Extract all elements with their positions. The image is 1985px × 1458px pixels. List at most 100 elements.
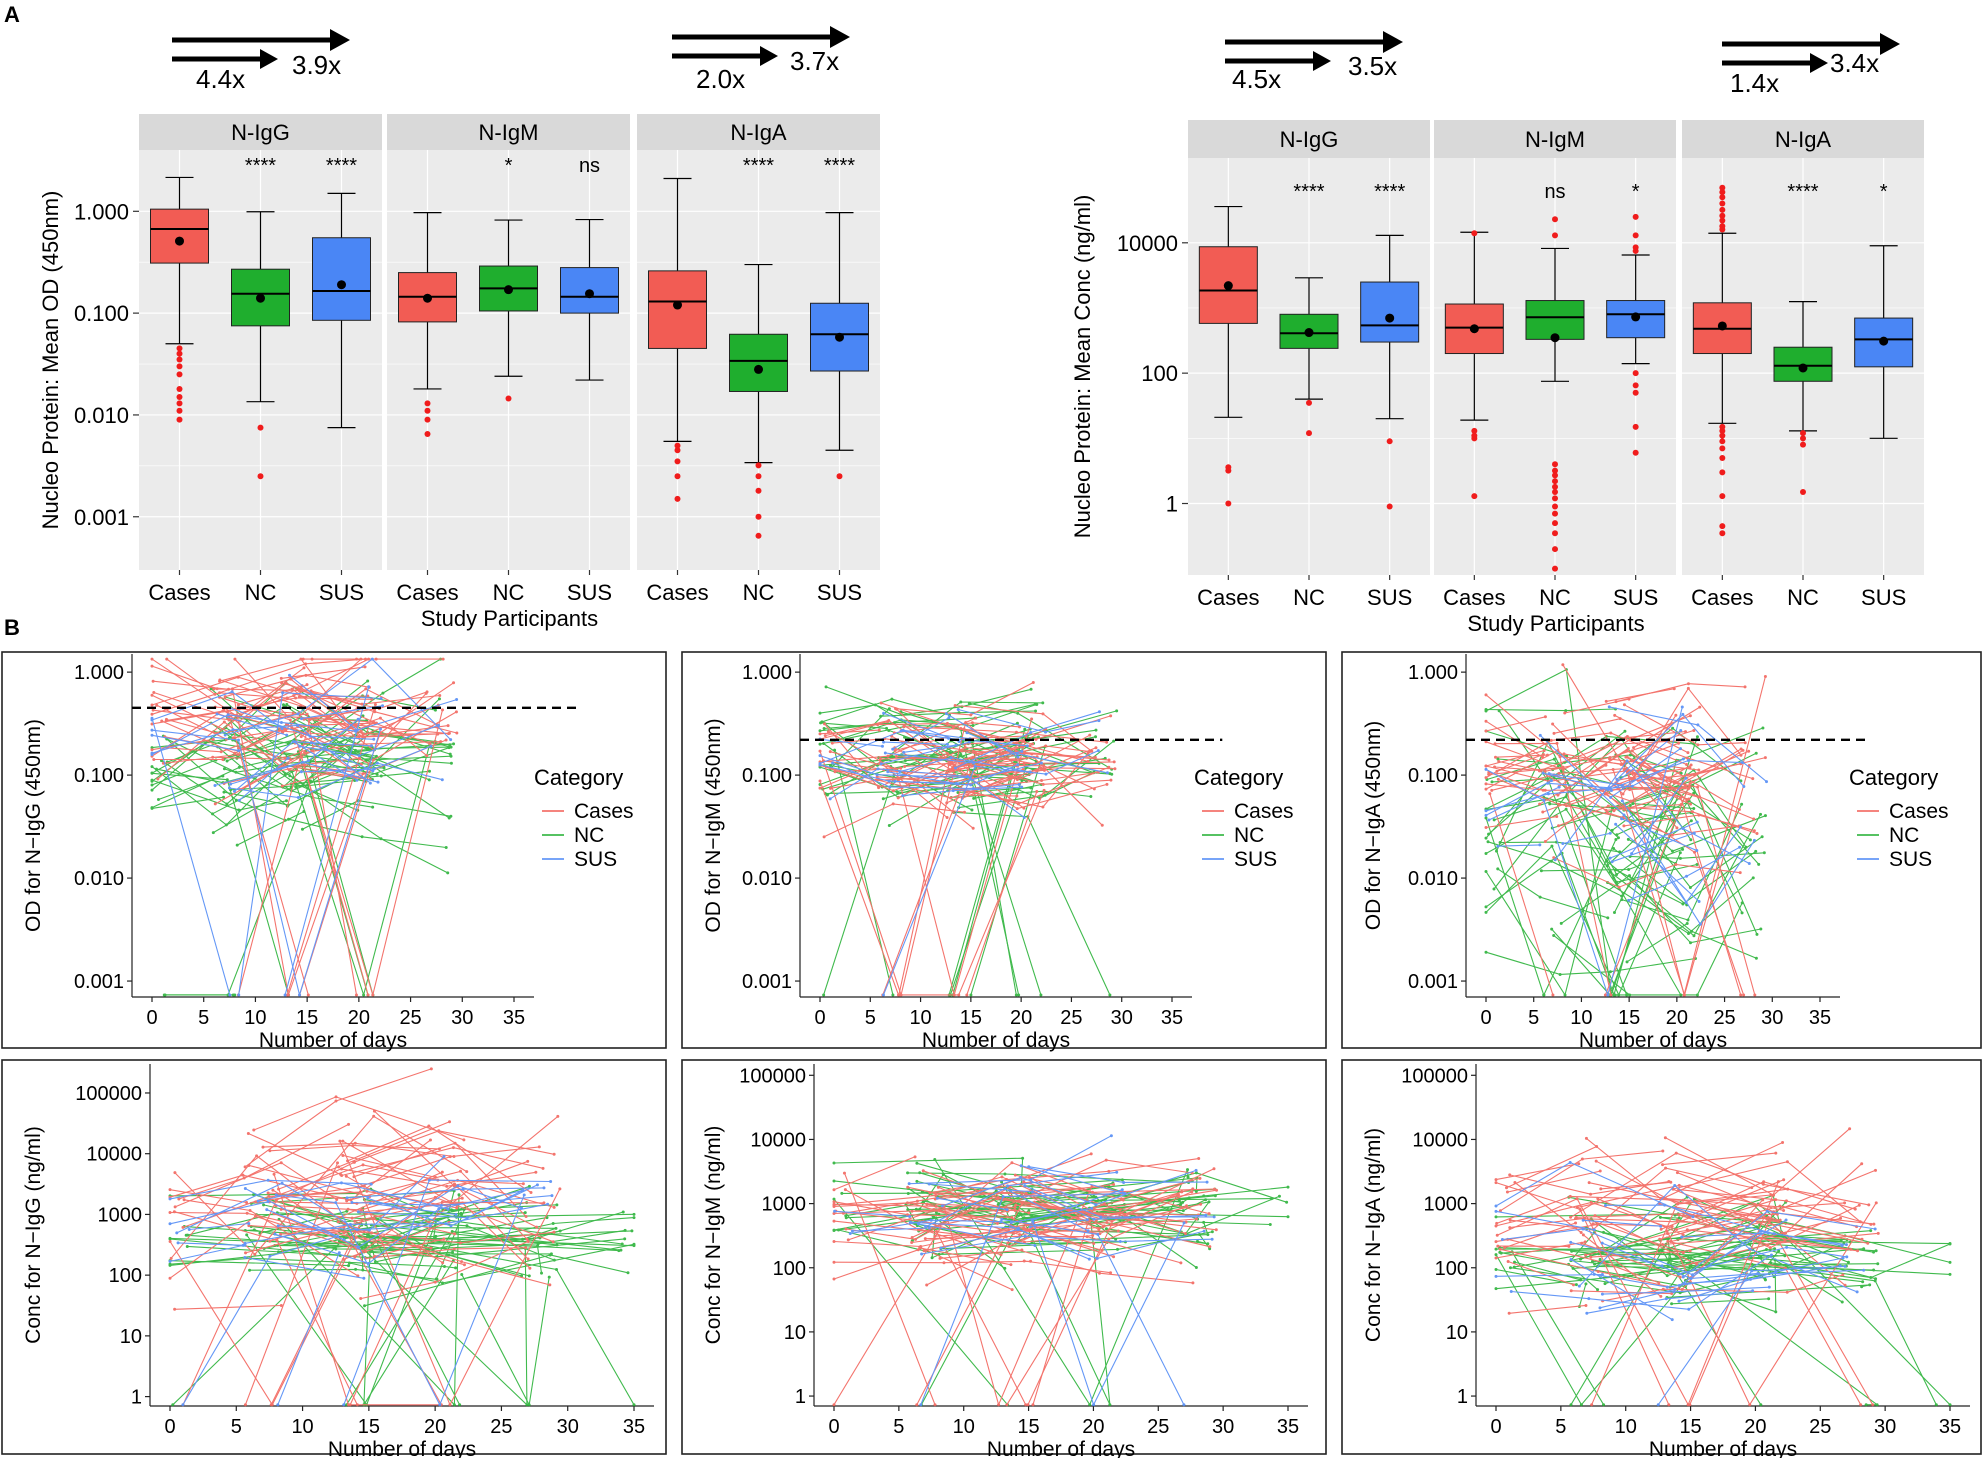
significance-label: **** bbox=[1293, 181, 1324, 203]
series-point-nc bbox=[1759, 1403, 1763, 1407]
series-point-nc bbox=[1197, 1233, 1201, 1237]
outlier-point bbox=[176, 394, 183, 401]
series-point-cases bbox=[1874, 1201, 1878, 1205]
series-point-nc bbox=[1755, 932, 1759, 936]
series-point-cases bbox=[891, 789, 895, 793]
series-point-cases bbox=[301, 657, 305, 661]
series-point-sus bbox=[1678, 747, 1682, 751]
y-tick-label: 0.001 bbox=[742, 971, 792, 993]
series-point-cases bbox=[1105, 782, 1109, 786]
series-point-nc bbox=[1762, 851, 1766, 855]
series-point-sus bbox=[381, 704, 385, 708]
series-point-nc bbox=[211, 831, 215, 835]
series-point-sus bbox=[956, 708, 960, 712]
series-point-cases bbox=[1678, 1275, 1682, 1279]
y-axis-title: OD for N−IgG (450nm) bbox=[22, 719, 45, 932]
series-point-sus bbox=[276, 1224, 280, 1228]
series-point-cases bbox=[818, 749, 822, 753]
series-point-cases bbox=[1494, 1256, 1498, 1260]
series-point-nc bbox=[1606, 916, 1610, 920]
series-point-cases bbox=[1541, 810, 1545, 814]
series-point-nc bbox=[375, 772, 379, 776]
series-point-nc bbox=[1492, 887, 1496, 891]
series-point-cases bbox=[822, 835, 826, 839]
series-point-nc bbox=[1759, 927, 1763, 931]
series-point-sus bbox=[549, 1180, 553, 1184]
series-line-nc bbox=[151, 796, 224, 809]
series-point-nc bbox=[437, 697, 441, 701]
series-point-sus bbox=[372, 737, 376, 741]
series-point-sus bbox=[1600, 1241, 1604, 1245]
series-line-cases bbox=[878, 771, 1099, 791]
series-point-sus bbox=[286, 756, 290, 760]
series-line-sus bbox=[1020, 1165, 1124, 1194]
series-point-nc bbox=[1016, 711, 1020, 715]
series-point-sus bbox=[1123, 1191, 1127, 1195]
x-tick-label: 10 bbox=[1570, 1007, 1592, 1029]
series-point-nc bbox=[1657, 1249, 1661, 1253]
series-point-cases bbox=[1208, 1245, 1212, 1249]
series-point-sus bbox=[929, 1218, 933, 1222]
series-point-nc bbox=[379, 774, 383, 778]
series-line-nc bbox=[151, 735, 357, 774]
series-line-sus bbox=[883, 741, 948, 745]
series-point-sus bbox=[279, 720, 283, 724]
series-point-cases bbox=[1495, 1233, 1499, 1237]
series-lines bbox=[832, 1134, 1290, 1407]
series-point-cases bbox=[1030, 717, 1034, 721]
series-line-cases bbox=[819, 721, 888, 740]
series-point-cases bbox=[917, 1228, 921, 1232]
series-point-sus bbox=[947, 736, 951, 740]
series-point-cases bbox=[1763, 756, 1767, 760]
series-point-cases bbox=[1596, 1270, 1600, 1274]
series-point-nc bbox=[547, 1275, 551, 1279]
series-point-sus bbox=[1120, 1188, 1124, 1192]
series-point-nc bbox=[1494, 1215, 1498, 1219]
series-point-sus bbox=[887, 779, 891, 783]
series-point-nc bbox=[454, 1266, 458, 1270]
series-point-sus bbox=[229, 782, 233, 786]
outlier-point bbox=[1632, 389, 1639, 396]
series-line-sus bbox=[1488, 786, 1560, 821]
box-mean-point bbox=[423, 293, 432, 303]
series-point-cases bbox=[1606, 804, 1610, 808]
series-point-cases bbox=[1604, 763, 1608, 767]
series-line-nc bbox=[1568, 1196, 1783, 1224]
series-line-cases bbox=[151, 709, 371, 780]
outlier-point bbox=[1552, 232, 1558, 239]
y-tick-label: 100 bbox=[109, 1265, 142, 1287]
series-point-cases bbox=[441, 657, 445, 661]
series-point-cases bbox=[437, 1129, 441, 1133]
series-point-sus bbox=[1019, 1164, 1023, 1168]
series-point-cases bbox=[1867, 1203, 1871, 1207]
series-point-cases bbox=[1009, 1263, 1013, 1267]
series-point-nc bbox=[972, 796, 976, 800]
series-line-nc bbox=[335, 1233, 528, 1407]
series-point-cases bbox=[1029, 1259, 1033, 1263]
series-point-sus bbox=[1099, 1215, 1103, 1219]
series-point-cases bbox=[231, 736, 235, 740]
series-point-sus bbox=[461, 1187, 465, 1191]
series-point-nc bbox=[1603, 1282, 1607, 1286]
series-point-cases bbox=[526, 1257, 530, 1261]
series-line-cases bbox=[270, 1219, 363, 1406]
series-point-sus bbox=[281, 691, 285, 695]
series-line-sus bbox=[1631, 777, 1687, 855]
series-point-cases bbox=[1625, 735, 1629, 739]
series-line-cases bbox=[1496, 1195, 1781, 1224]
facet-strip bbox=[637, 114, 880, 150]
series-point-cases bbox=[1118, 1208, 1122, 1212]
series-point-sus bbox=[356, 1245, 360, 1249]
series-point-nc bbox=[1498, 841, 1502, 845]
series-point-nc bbox=[1948, 1403, 1952, 1407]
series-point-nc bbox=[1948, 1272, 1952, 1276]
series-line-nc bbox=[435, 1208, 466, 1280]
series-point-nc bbox=[451, 1250, 455, 1254]
series-point-sus bbox=[1094, 1203, 1098, 1207]
series-point-cases bbox=[255, 1154, 259, 1158]
series-point-sus bbox=[1500, 1238, 1504, 1242]
series-point-nc bbox=[168, 1262, 172, 1266]
series-point-nc bbox=[248, 1268, 252, 1272]
series-point-cases bbox=[1508, 1173, 1512, 1177]
box-mean-point bbox=[1798, 363, 1808, 373]
